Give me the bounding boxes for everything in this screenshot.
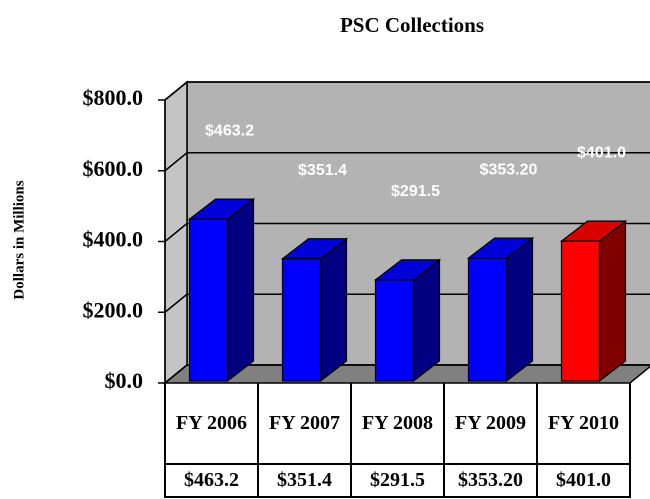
bar-side [226,197,255,383]
y-tick-label: $800.0 [83,85,144,110]
chart-title: PSC Collections [340,13,484,37]
y-axis-title: Dollars in Millions [11,180,27,299]
category-row: FY 2006 FY 2007 FY 2008 FY 2009 FY 2010 [164,383,631,465]
data-label: $401.0 [577,144,626,161]
data-table: FY 2006 FY 2007 FY 2008 FY 2009 FY 2010 $463… [164,383,631,498]
data-label: $351.4 [298,162,347,179]
value-cell: $401.0 [536,463,631,498]
category-cell: FY 2008 [350,383,445,465]
y-tick-label: $0.0 [105,368,144,393]
grid-line [164,81,188,101]
data-label: $353.20 [480,161,538,178]
bar [467,257,508,382]
grid-line [164,293,188,313]
value-cell: $353.20 [443,463,538,498]
value-cell: $463.2 [164,463,259,498]
bar [374,279,415,382]
bar-side [505,236,534,383]
category-cell: FY 2007 [257,383,352,465]
grid-line [164,152,188,172]
value-cell: $291.5 [350,463,445,498]
y-tick-label: $200.0 [83,297,144,322]
bar-side [319,237,348,383]
category-cell: FY 2010 [536,383,631,465]
value-cell: $351.4 [257,463,352,498]
bar [281,258,322,382]
bar [560,240,601,382]
grid-line [164,222,188,243]
grid-line [164,364,188,384]
data-label: $291.5 [391,183,440,200]
value-row: $463.2 $351.4 $291.5 $353.20 $401.0 [164,463,631,498]
data-label: $463.2 [205,122,254,139]
bar-side [412,258,441,383]
y-tick-label: $400.0 [83,227,144,252]
category-cell: FY 2009 [443,383,538,465]
category-cell: FY 2006 [164,383,259,465]
bar-side [598,219,627,383]
y-tick-label: $600.0 [83,156,144,181]
bar [188,218,229,382]
